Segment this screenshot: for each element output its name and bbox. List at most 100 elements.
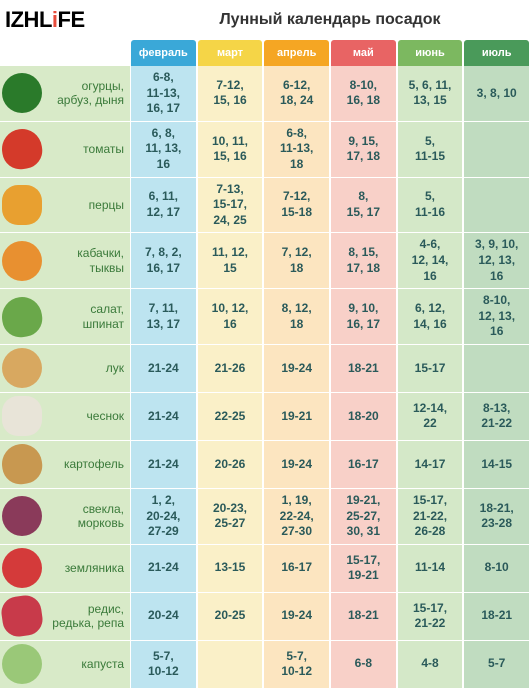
crop-label-text: томаты bbox=[83, 142, 124, 156]
crop-label-text: кабачки, тыквы bbox=[77, 246, 124, 275]
crop-label-text: свекла, морковь bbox=[78, 502, 124, 531]
date-cell: 19-24 bbox=[264, 593, 329, 640]
date-cell: 6-8, 11-13, 16, 17 bbox=[131, 66, 196, 121]
date-cell: 1, 19, 22-24, 27-30 bbox=[264, 489, 329, 544]
date-cell: 8-10 bbox=[464, 545, 529, 592]
date-cell: 15-17, 21-22, 26-28 bbox=[398, 489, 463, 544]
vegetable-icon bbox=[0, 594, 45, 639]
crop-row: свекла, морковь1, 2, 20-24, 27-2920-23, … bbox=[0, 489, 530, 545]
date-cell: 20-26 bbox=[198, 441, 263, 488]
date-cell: 6-12, 18, 24 bbox=[264, 66, 329, 121]
crop-label-cell: капуста bbox=[0, 641, 130, 688]
date-cell bbox=[464, 178, 529, 233]
date-cell: 8-13, 21-22 bbox=[464, 393, 529, 440]
crop-row: лук21-2421-2619-2418-2115-17 bbox=[0, 345, 530, 393]
date-cell: 19-21, 25-27, 30, 31 bbox=[331, 489, 396, 544]
header-spacer bbox=[0, 40, 130, 66]
vegetable-icon bbox=[2, 644, 42, 684]
crop-label-text: перцы bbox=[89, 198, 124, 212]
logo-part-2: FE bbox=[58, 7, 85, 32]
date-cell: 10, 11, 15, 16 bbox=[198, 122, 263, 177]
crop-row: кабачки, тыквы7, 8, 2, 16, 1711, 12, 157… bbox=[0, 233, 530, 289]
date-cell: 11-14 bbox=[398, 545, 463, 592]
crop-label-text: лук bbox=[106, 361, 124, 375]
calendar-container: IZHLiFE Лунный календарь посадок февраль… bbox=[0, 0, 530, 689]
date-cell: 6, 8, 11, 13, 16 bbox=[131, 122, 196, 177]
crop-label-cell: томаты bbox=[0, 122, 130, 177]
date-cell: 20-23, 25-27 bbox=[198, 489, 263, 544]
crop-row: огурцы, арбуз, дыня6-8, 11-13, 16, 177-1… bbox=[0, 66, 530, 122]
date-cell: 3, 9, 10, 12, 13, 16 bbox=[464, 233, 529, 288]
crop-label-cell: кабачки, тыквы bbox=[0, 233, 130, 288]
date-cell: 3, 8, 10 bbox=[464, 66, 529, 121]
date-cell: 6-8 bbox=[331, 641, 396, 688]
month-header-5: июль bbox=[464, 40, 529, 66]
crop-label-text: капуста bbox=[81, 657, 124, 671]
date-cell: 9, 10, 16, 17 bbox=[331, 289, 396, 344]
page-title: Лунный календарь посадок bbox=[130, 11, 530, 29]
month-header-4: июнь bbox=[398, 40, 463, 66]
vegetable-icon bbox=[0, 294, 45, 339]
crop-row: салат, шпинат7, 11, 13, 1710, 12, 168, 1… bbox=[0, 289, 530, 345]
date-cell: 19-24 bbox=[264, 441, 329, 488]
crop-label-text: чеснок bbox=[87, 409, 124, 423]
crop-label-cell: перцы bbox=[0, 178, 130, 233]
date-cell bbox=[464, 122, 529, 177]
date-cell bbox=[464, 345, 529, 392]
crop-label-cell: земляника bbox=[0, 545, 130, 592]
date-cell: 16-17 bbox=[264, 545, 329, 592]
date-cell: 18-21 bbox=[464, 593, 529, 640]
date-cell: 13-15 bbox=[198, 545, 263, 592]
date-cell: 7, 12, 18 bbox=[264, 233, 329, 288]
date-cell: 21-24 bbox=[131, 441, 196, 488]
crop-label-cell: картофель bbox=[0, 441, 130, 488]
crop-label-text: огурцы, арбуз, дыня bbox=[57, 79, 124, 108]
date-cell: 8, 15, 17, 18 bbox=[331, 233, 396, 288]
header-row: IZHLiFE Лунный календарь посадок bbox=[0, 0, 530, 40]
date-cell: 4-6, 12, 14, 16 bbox=[398, 233, 463, 288]
date-cell: 1, 2, 20-24, 27-29 bbox=[131, 489, 196, 544]
crop-row: чеснок21-2422-2519-2118-2012-14, 228-13,… bbox=[0, 393, 530, 441]
crop-label-cell: свекла, морковь bbox=[0, 489, 130, 544]
date-cell: 21-24 bbox=[131, 393, 196, 440]
date-cell: 12-14, 22 bbox=[398, 393, 463, 440]
crop-label-cell: редис, редька, репа bbox=[0, 593, 130, 640]
date-cell: 9, 15, 17, 18 bbox=[331, 122, 396, 177]
date-cell: 5-7 bbox=[464, 641, 529, 688]
vegetable-icon bbox=[0, 442, 45, 487]
date-cell bbox=[198, 641, 263, 688]
date-cell: 11, 12, 15 bbox=[198, 233, 263, 288]
crop-row: картофель21-2420-2619-2416-1714-1714-15 bbox=[0, 441, 530, 489]
vegetable-icon bbox=[2, 241, 42, 281]
crop-label-cell: чеснок bbox=[0, 393, 130, 440]
date-cell: 18-21, 23-28 bbox=[464, 489, 529, 544]
date-cell: 5, 6, 11, 13, 15 bbox=[398, 66, 463, 121]
crop-label-cell: салат, шпинат bbox=[0, 289, 130, 344]
crop-label-text: салат, шпинат bbox=[83, 302, 124, 331]
crop-label-text: редис, редька, репа bbox=[52, 602, 124, 631]
logo-part-1: IZHL bbox=[5, 7, 52, 32]
date-cell: 18-20 bbox=[331, 393, 396, 440]
crop-label-text: картофель bbox=[64, 457, 124, 471]
month-header-2: апрель bbox=[264, 40, 329, 66]
date-cell: 22-25 bbox=[198, 393, 263, 440]
date-cell: 6-8, 11-13, 18 bbox=[264, 122, 329, 177]
data-rows: огурцы, арбуз, дыня6-8, 11-13, 16, 177-1… bbox=[0, 66, 530, 689]
date-cell: 8, 12, 18 bbox=[264, 289, 329, 344]
date-cell: 8, 15, 17 bbox=[331, 178, 396, 233]
date-cell: 5-7, 10-12 bbox=[131, 641, 196, 688]
date-cell: 6, 12, 14, 16 bbox=[398, 289, 463, 344]
date-cell: 10, 12, 16 bbox=[198, 289, 263, 344]
vegetable-icon bbox=[2, 496, 42, 536]
vegetable-icon bbox=[2, 396, 42, 436]
date-cell: 8-10, 16, 18 bbox=[331, 66, 396, 121]
date-cell: 7-12, 15, 16 bbox=[198, 66, 263, 121]
date-cell: 16-17 bbox=[331, 441, 396, 488]
date-cell: 18-21 bbox=[331, 593, 396, 640]
month-header-row: февральмартапрельмайиюньиюль bbox=[0, 40, 530, 66]
date-cell: 4-8 bbox=[398, 641, 463, 688]
date-cell: 7-12, 15-18 bbox=[264, 178, 329, 233]
date-cell: 20-24 bbox=[131, 593, 196, 640]
date-cell: 8-10, 12, 13, 16 bbox=[464, 289, 529, 344]
date-cell: 21-24 bbox=[131, 545, 196, 592]
